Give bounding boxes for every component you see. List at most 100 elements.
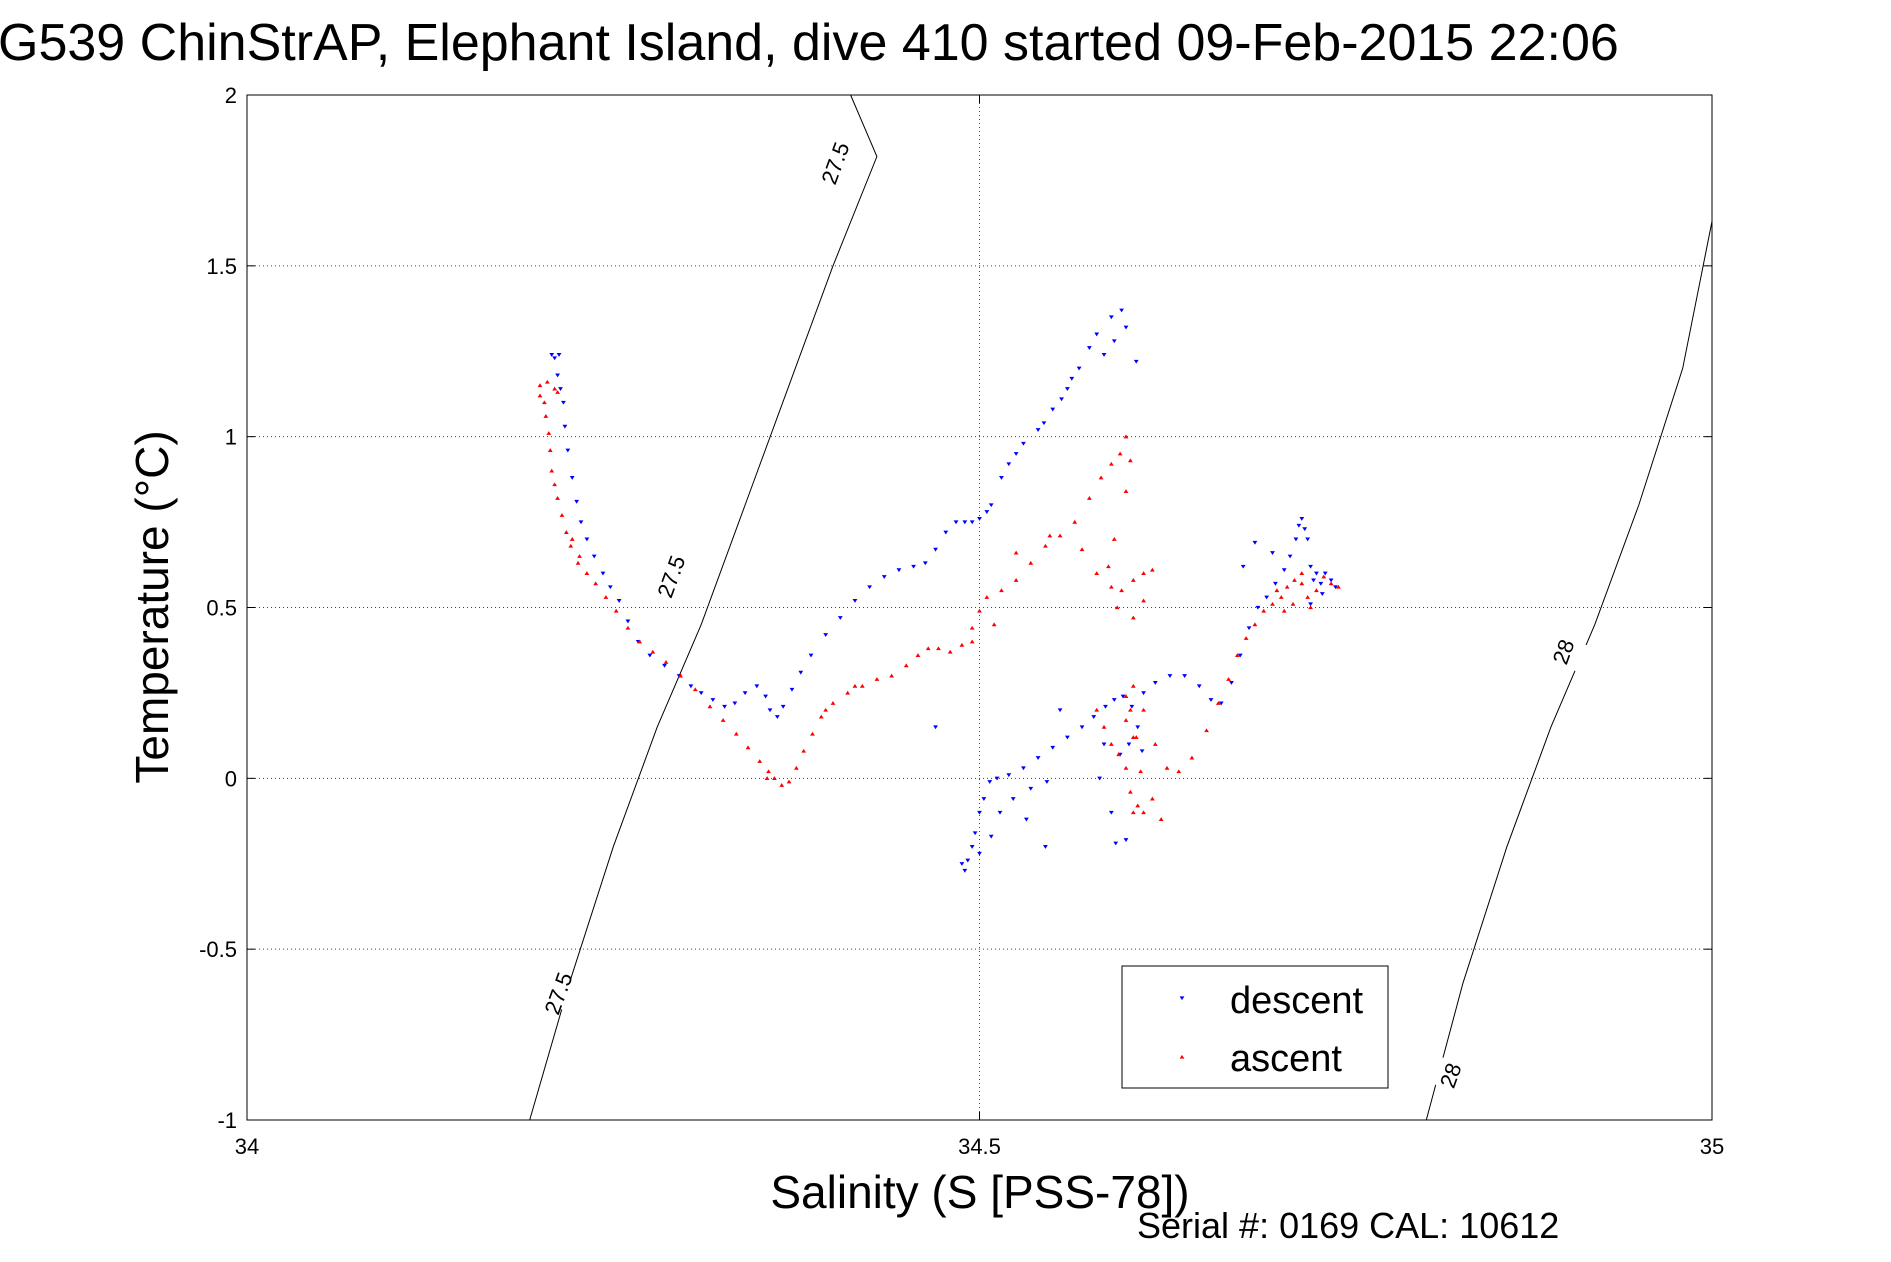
- data-point-ascent: [537, 393, 543, 398]
- data-point-ascent: [1013, 550, 1019, 555]
- x-axis-label: Salinity (S [PSS-78]): [770, 1166, 1189, 1218]
- data-point-ascent: [1127, 458, 1133, 463]
- data-point-descent: [1108, 315, 1114, 320]
- data-point-descent: [710, 698, 716, 702]
- data-point-descent: [1252, 540, 1258, 545]
- data-point-descent: [1035, 756, 1041, 760]
- data-point-ascent: [1047, 533, 1053, 538]
- data-point-ascent: [555, 496, 560, 500]
- data-point-descent: [780, 704, 786, 709]
- data-point-ascent: [1028, 560, 1034, 565]
- data-point-ascent: [613, 608, 619, 613]
- data-point-descent: [1043, 844, 1048, 849]
- data-point-descent: [1028, 786, 1034, 791]
- data-point-descent: [1135, 725, 1141, 730]
- data-point-descent: [625, 619, 631, 624]
- data-point-descent: [1196, 684, 1202, 689]
- y-axis-label: Temperature (°C): [126, 430, 178, 783]
- data-point-descent: [558, 387, 563, 391]
- data-point-ascent: [1072, 519, 1078, 524]
- data-point-ascent: [1079, 547, 1085, 552]
- data-point-ascent: [1164, 765, 1170, 770]
- data-point-descent: [1273, 581, 1278, 586]
- data-point-descent: [1021, 766, 1026, 771]
- data-point-ascent: [637, 639, 643, 644]
- data-point-descent: [1113, 841, 1119, 846]
- data-point-descent: [1101, 742, 1107, 747]
- data-point-descent: [1023, 817, 1029, 822]
- data-point-ascent: [1274, 588, 1280, 593]
- data-point-ascent: [1215, 701, 1221, 705]
- data-point-descent: [698, 691, 704, 696]
- data-point-ascent: [1336, 584, 1341, 589]
- plot-area-frame: [246, 94, 1713, 1121]
- data-point-ascent: [903, 663, 909, 668]
- series-ascent: [537, 379, 1341, 822]
- legend-label-descent: descent: [1230, 980, 1364, 1022]
- data-point-descent: [1065, 387, 1070, 391]
- data-point-ascent: [1234, 653, 1240, 658]
- data-point-ascent: [889, 673, 894, 678]
- data-point-descent: [1059, 397, 1064, 402]
- data-point-descent: [763, 694, 769, 699]
- data-point-ascent: [1299, 581, 1305, 586]
- data-point-descent: [1182, 674, 1187, 678]
- data-point-ascent: [563, 530, 569, 535]
- data-point-ascent: [1130, 578, 1136, 582]
- data-point-ascent: [1270, 601, 1275, 606]
- data-point-descent: [774, 715, 780, 719]
- data-point-ascent: [959, 642, 965, 647]
- data-point-descent: [561, 400, 566, 405]
- data-point-descent: [1296, 523, 1302, 528]
- data-point-descent: [1302, 527, 1308, 532]
- data-point-descent: [1086, 346, 1092, 350]
- data-point-ascent: [1292, 578, 1297, 582]
- data-point-descent: [1119, 308, 1125, 313]
- data-point-ascent: [1141, 598, 1146, 603]
- data-point-descent: [1079, 725, 1085, 730]
- data-point-descent: [808, 653, 814, 658]
- data-point-descent: [1123, 325, 1129, 330]
- data-point-descent: [852, 598, 858, 603]
- data-point-descent: [1035, 428, 1041, 432]
- data-point-ascent: [859, 683, 865, 688]
- data-point-ascent: [1123, 434, 1129, 439]
- data-point-ascent: [1127, 789, 1133, 794]
- data-point-descent: [997, 810, 1003, 815]
- data-point-descent: [1120, 694, 1126, 699]
- data-point-descent: [1152, 680, 1158, 685]
- data-point-ascent: [1117, 451, 1123, 456]
- data-point-descent: [1050, 407, 1056, 412]
- data-point-ascent: [1152, 742, 1158, 746]
- data-point-descent: [1094, 332, 1100, 337]
- data-point-ascent: [568, 543, 574, 548]
- data-point-ascent: [569, 537, 575, 541]
- data-point-descent: [1270, 551, 1275, 555]
- data-point-ascent: [1106, 564, 1111, 569]
- data-point-ascent: [915, 653, 921, 658]
- y-tick-label: 1: [225, 425, 237, 450]
- data-point-ascent: [1123, 489, 1129, 494]
- data-point-ascent: [1043, 543, 1048, 548]
- axis-ticks: 34 34.5 35 -1 -0.5 0 0.5 1 1.5 2: [199, 83, 1724, 1159]
- data-point-ascent: [625, 625, 631, 630]
- data-point-descent: [584, 537, 590, 542]
- data-point-ascent: [1299, 571, 1305, 576]
- data-point-ascent: [720, 718, 726, 722]
- data-point-ascent: [541, 400, 547, 405]
- data-point-descent: [574, 499, 580, 504]
- data-point-ascent: [830, 701, 836, 705]
- legend: descent ascent: [1121, 965, 1389, 1089]
- data-point-ascent: [555, 390, 560, 394]
- data-point-ascent: [1123, 765, 1129, 770]
- data-point-descent: [1255, 605, 1261, 610]
- data-point-descent: [943, 530, 949, 535]
- data-point-ascent: [1305, 595, 1311, 599]
- data-point-ascent: [1321, 574, 1327, 579]
- data-point-ascent: [793, 765, 799, 770]
- data-point-descent: [959, 862, 965, 866]
- data-point-descent: [962, 520, 968, 525]
- data-point-descent: [1314, 571, 1319, 576]
- data-point-descent: [837, 616, 843, 620]
